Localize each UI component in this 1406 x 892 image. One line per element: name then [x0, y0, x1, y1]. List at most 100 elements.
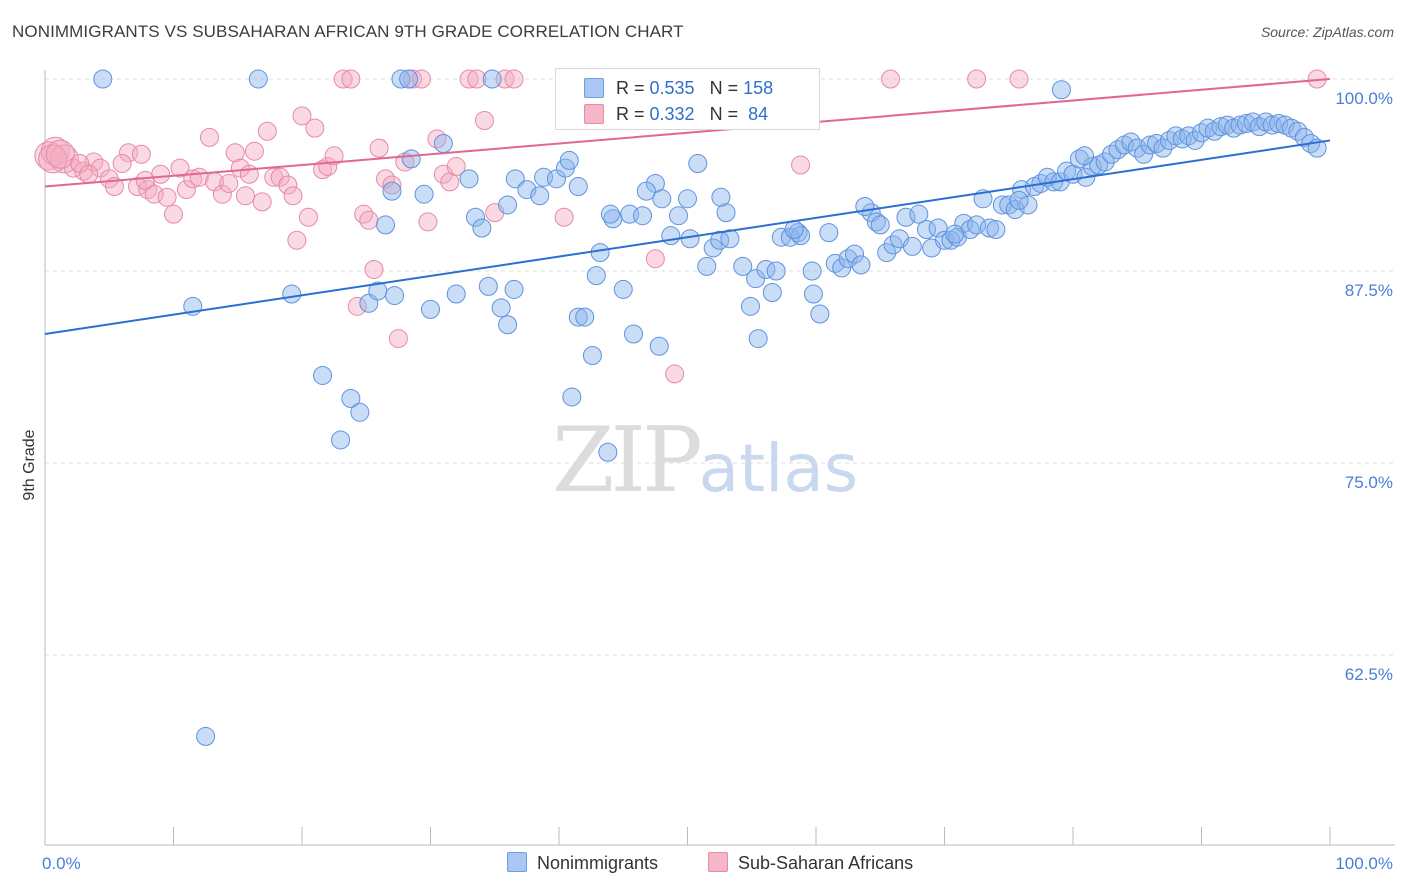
nonimmigrant-point — [649, 336, 669, 356]
subsaharan-point — [270, 167, 290, 187]
x-tick-label: 100.0% — [1335, 854, 1393, 873]
nonimmigrant-point — [598, 442, 618, 462]
nonimmigrant-point — [877, 243, 897, 263]
nonimmigrant-point — [1095, 152, 1115, 172]
stats-text-blue: R = 0.535 N = 158 — [616, 78, 773, 99]
nonimmigrant-point — [446, 284, 466, 304]
nonimmigrant-point — [986, 220, 1006, 240]
nonimmigrant-point — [716, 203, 736, 223]
nonimmigrant-point — [788, 223, 808, 243]
nonimmigrant-point — [421, 299, 440, 319]
tick-labels: 100.0% 87.5% 75.0% 62.5% 0.0% 100.0% — [42, 89, 1393, 873]
nonimmigrant-point — [740, 296, 760, 316]
subsaharan-point — [347, 296, 367, 316]
legend-swatch-blue — [507, 852, 527, 872]
n-label: N = — [709, 78, 744, 98]
subsaharan-point — [459, 69, 479, 89]
nonimmigrant-point — [517, 180, 537, 200]
nonimmigrant-point — [845, 244, 865, 264]
subsaharan-point — [212, 184, 232, 204]
nonimmigrant-point — [465, 207, 485, 227]
nonimmigrant-point — [678, 189, 697, 209]
nonimmigrant-point — [697, 256, 717, 276]
trend-lines — [44, 78, 1331, 335]
y-tick-label: 100.0% — [1335, 89, 1393, 108]
subsaharan-point — [1009, 69, 1029, 89]
nonimmigrant-point — [1236, 114, 1256, 134]
nonimmigrant-point — [756, 259, 776, 279]
subsaharan-point — [257, 121, 277, 141]
nonimmigrant-point — [341, 388, 361, 408]
subsaharan-point — [341, 69, 361, 89]
nonimmigrant-point — [1134, 144, 1154, 164]
subsaharan-point — [467, 69, 487, 89]
subsaharan-point — [128, 177, 148, 197]
subsaharan-point — [219, 173, 239, 193]
nonimmigrant-points — [93, 69, 1327, 746]
subsaharan-point — [252, 192, 272, 212]
subsaharan-point — [157, 187, 177, 207]
subsaharan-point — [333, 69, 353, 89]
subsaharan-point — [112, 153, 132, 173]
nonimmigrant-point — [784, 220, 804, 240]
nonimmigrant-point — [590, 243, 610, 263]
subsaharan-point — [388, 329, 408, 349]
subsaharan-point — [418, 212, 438, 232]
y-axis-label: 9th Grade — [21, 429, 38, 500]
subsaharan-point — [292, 106, 312, 126]
axis-layer — [44, 70, 1395, 846]
nonimmigrant-point — [855, 196, 875, 216]
subsaharan-point — [170, 158, 190, 178]
x-tick-label: 0.0% — [42, 854, 81, 873]
subsaharan-point — [144, 184, 164, 204]
nonimmigrant-point — [967, 215, 987, 235]
nonimmigrant-point — [720, 229, 740, 249]
nonimmigrant-point — [810, 304, 830, 324]
nonimmigrant-trend-line — [44, 139, 1331, 335]
subsaharan-point — [364, 259, 384, 279]
nonimmigrant-point — [624, 324, 644, 344]
stats-swatch-blue — [584, 78, 604, 98]
subsaharan-point — [278, 175, 298, 195]
nonimmigrant-point — [1051, 80, 1071, 100]
nonimmigrant-point — [669, 206, 689, 226]
nonimmigrant-point — [491, 298, 511, 318]
subsaharan-point — [354, 204, 374, 224]
nonimmigrant-point — [282, 284, 302, 304]
legend-item-nonimmigrants[interactable]: Nonimmigrants — [507, 852, 658, 874]
nonimmigrant-point — [401, 149, 421, 169]
nonimmigrant-point — [652, 189, 672, 209]
nonimmigrant-point — [802, 261, 822, 281]
subsaharan-point — [79, 164, 99, 184]
nonimmigrant-point — [586, 266, 606, 286]
nonimmigrant-point — [1009, 190, 1029, 210]
nonimmigrant-point — [1140, 135, 1160, 155]
legend-item-subsaharan[interactable]: Sub-Saharan Africans — [708, 852, 913, 874]
subsaharan-point — [225, 143, 245, 163]
subsaharan-point — [474, 110, 494, 130]
nonimmigrant-point — [688, 153, 708, 173]
legend-swatch-pink — [708, 852, 728, 872]
subsaharan-point — [446, 157, 466, 177]
y-tick-label: 62.5% — [1345, 665, 1393, 684]
subsaharan-point — [38, 144, 68, 174]
subsaharan-point — [382, 175, 402, 195]
watermark-zip: ZIP — [552, 408, 703, 513]
nonimmigrant-point — [711, 187, 731, 207]
nonimmigrant-point — [935, 230, 954, 250]
nonimmigrant-point — [559, 150, 579, 170]
nonimmigrant-point — [866, 212, 886, 232]
subsaharan-point — [665, 364, 685, 384]
subsaharan-point — [313, 160, 333, 180]
nonimmigrant-point — [733, 256, 753, 276]
subsaharan-point — [791, 155, 811, 175]
nonimmigrant-point — [633, 206, 653, 226]
subsaharan-point — [298, 207, 318, 227]
nonimmigrant-point — [766, 261, 786, 281]
chart-title: NONIMMIGRANTS VS SUBSAHARAN AFRICAN 9TH … — [12, 22, 684, 41]
nonimmigrant-point — [399, 69, 419, 89]
subsaharan-point — [324, 146, 344, 166]
subsaharan-point — [504, 69, 524, 89]
subsaharan-trend-line — [44, 78, 1331, 188]
